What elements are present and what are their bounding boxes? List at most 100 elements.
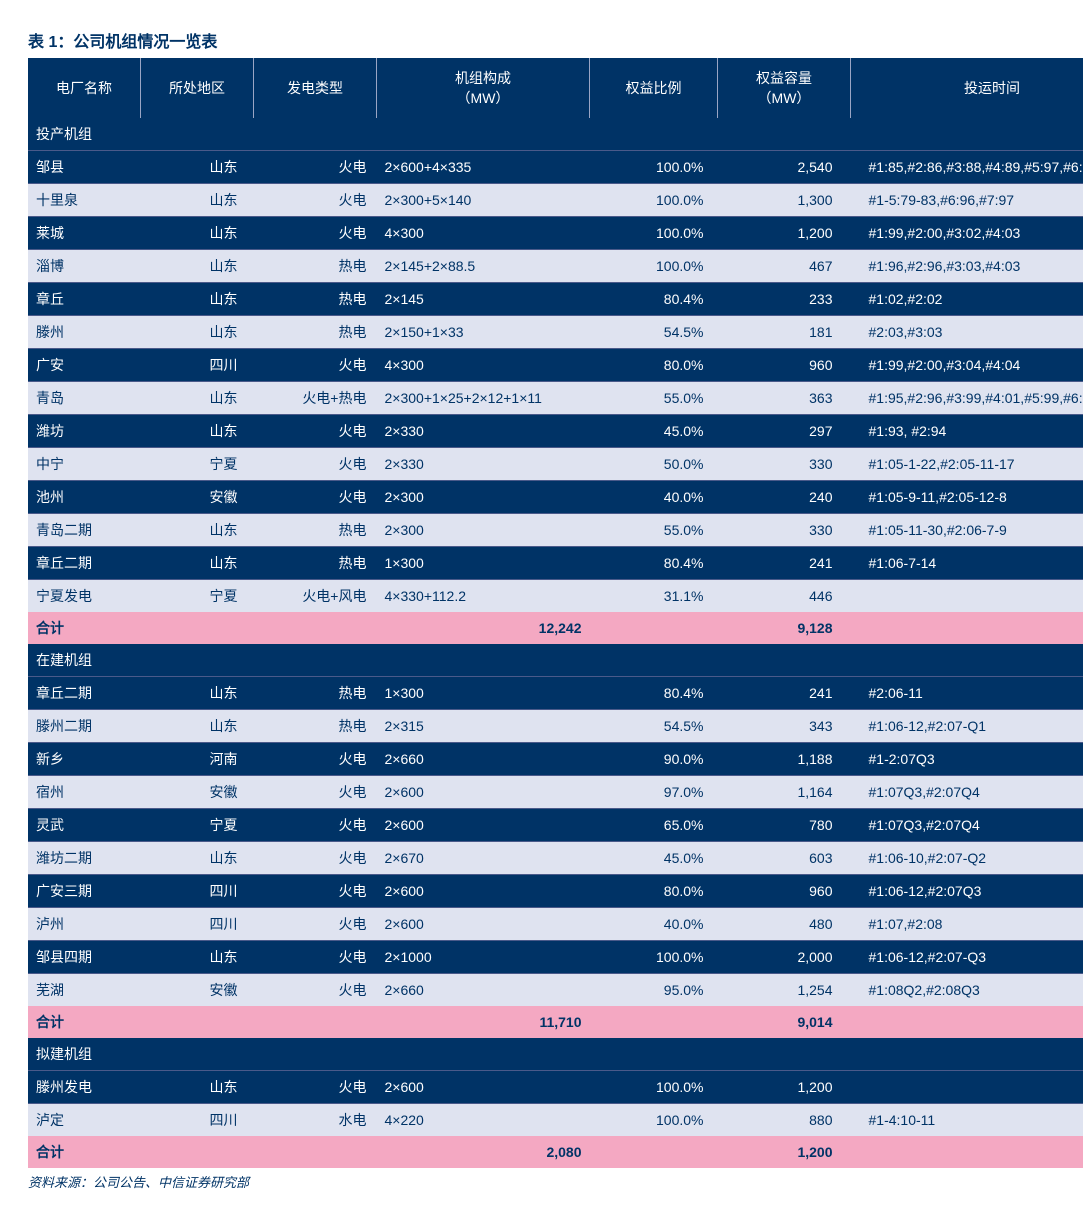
cell-name: 章丘二期: [28, 547, 141, 580]
cell-cap: 1,254: [718, 974, 851, 1007]
cell-cap: 297: [718, 415, 851, 448]
cell-region: 山东: [141, 1071, 254, 1104]
cell-cap: 446: [718, 580, 851, 613]
cell-ratio: 100.0%: [590, 151, 718, 184]
table-row: 莱城山东火电4×300100.0%1,200#1:99,#2:00,#3:02,…: [28, 217, 1083, 250]
cell-comp: 2×145: [377, 283, 590, 316]
cell-type: 水电: [254, 1104, 377, 1137]
table-row: 广安三期四川火电2×60080.0%960#1:06-12,#2:07Q3: [28, 875, 1083, 908]
subtotal-empty: [590, 1006, 718, 1038]
table-row: 滕州山东热电2×150+1×3354.5%181#2:03,#3:03: [28, 316, 1083, 349]
cell-time: #1:07Q3,#2:07Q4: [851, 776, 1083, 809]
cell-name: 池州: [28, 481, 141, 514]
table-row: 池州安徽火电2×30040.0%240#1:05-9-11,#2:05-12-8: [28, 481, 1083, 514]
cell-name: 滕州: [28, 316, 141, 349]
cell-ratio: 55.0%: [590, 514, 718, 547]
table-row: 芜湖安徽火电2×66095.0%1,254#1:08Q2,#2:08Q3: [28, 974, 1083, 1007]
col-header-comp: 机组构成（MW）: [377, 58, 590, 118]
section-title: 拟建机组: [28, 1038, 1083, 1071]
cell-region: 山东: [141, 415, 254, 448]
cell-type: 热电: [254, 316, 377, 349]
subtotal-comp: 2,080: [377, 1136, 590, 1168]
cell-name: 广安三期: [28, 875, 141, 908]
table-row: 十里泉山东火电2×300+5×140100.0%1,300#1-5:79-83,…: [28, 184, 1083, 217]
cell-cap: 467: [718, 250, 851, 283]
cell-type: 热电: [254, 677, 377, 710]
cell-comp: 2×150+1×33: [377, 316, 590, 349]
table-row: 潍坊二期山东火电2×67045.0%603#1:06-10,#2:07-Q2: [28, 842, 1083, 875]
subtotal-empty: [590, 1136, 718, 1168]
cell-time: #1:06-10,#2:07-Q2: [851, 842, 1083, 875]
cell-name: 邹县四期: [28, 941, 141, 974]
table-row: 宁夏发电宁夏火电+风电4×330+112.231.1%446: [28, 580, 1083, 613]
table-row: 滕州二期山东热电2×31554.5%343#1:06-12,#2:07-Q1: [28, 710, 1083, 743]
cell-region: 山东: [141, 941, 254, 974]
cell-time: #1:06-7-14: [851, 547, 1083, 580]
subtotal-label: 合计: [28, 612, 141, 644]
cell-ratio: 54.5%: [590, 710, 718, 743]
table-title: 表 1：公司机组情况一览表: [28, 28, 1055, 52]
cell-comp: 2×330: [377, 448, 590, 481]
cell-comp: 2×1000: [377, 941, 590, 974]
col-header-ratio: 权益比例: [590, 58, 718, 118]
cell-cap: 603: [718, 842, 851, 875]
cell-time: #1:06-12,#2:07-Q1: [851, 710, 1083, 743]
cell-ratio: 100.0%: [590, 1104, 718, 1137]
cell-ratio: 45.0%: [590, 415, 718, 448]
table-row: 章丘山东热电2×14580.4%233#1:02,#2:02: [28, 283, 1083, 316]
cell-ratio: 80.0%: [590, 349, 718, 382]
cell-time: #1-4:10-11: [851, 1104, 1083, 1137]
cell-region: 山东: [141, 677, 254, 710]
cell-comp: 2×660: [377, 743, 590, 776]
cell-ratio: 100.0%: [590, 184, 718, 217]
cell-region: 山东: [141, 283, 254, 316]
cell-region: 山东: [141, 547, 254, 580]
cell-ratio: 100.0%: [590, 217, 718, 250]
cell-name: 潍坊: [28, 415, 141, 448]
cell-name: 青岛二期: [28, 514, 141, 547]
cell-comp: 2×600: [377, 776, 590, 809]
cell-cap: 480: [718, 908, 851, 941]
cell-cap: 1,300: [718, 184, 851, 217]
cell-comp: 1×300: [377, 677, 590, 710]
cell-region: 山东: [141, 250, 254, 283]
cell-cap: 780: [718, 809, 851, 842]
subtotal-cap: 9,128: [718, 612, 851, 644]
cell-comp: 4×220: [377, 1104, 590, 1137]
section-title: 在建机组: [28, 644, 1083, 677]
cell-comp: 2×300: [377, 514, 590, 547]
cell-time: #1:95,#2:96,#3:99,#4:01,#5:99,#6:70: [851, 382, 1083, 415]
cell-type: 热电: [254, 710, 377, 743]
cell-time: #1-2:07Q3: [851, 743, 1083, 776]
cell-type: 火电: [254, 448, 377, 481]
cell-name: 十里泉: [28, 184, 141, 217]
cell-comp: 2×300+1×25+2×12+1×11: [377, 382, 590, 415]
table-row: 邹县四期山东火电2×1000100.0%2,000#1:06-12,#2:07-…: [28, 941, 1083, 974]
cell-region: 山东: [141, 217, 254, 250]
cell-cap: 1,200: [718, 217, 851, 250]
cell-name: 淄博: [28, 250, 141, 283]
subtotal-row: 合计12,2429,128: [28, 612, 1083, 644]
cell-type: 火电: [254, 481, 377, 514]
col-header-type: 发电类型: [254, 58, 377, 118]
cell-comp: 2×600+4×335: [377, 151, 590, 184]
table-row: 新乡河南火电2×66090.0%1,188#1-2:07Q3: [28, 743, 1083, 776]
cell-ratio: 100.0%: [590, 250, 718, 283]
cell-region: 宁夏: [141, 580, 254, 613]
col-header-cap: 权益容量（MW）: [718, 58, 851, 118]
cell-comp: 2×600: [377, 1071, 590, 1104]
section-title: 投产机组: [28, 118, 1083, 151]
section-header: 投产机组: [28, 118, 1083, 151]
cell-type: 火电: [254, 776, 377, 809]
cell-cap: 241: [718, 547, 851, 580]
cell-name: 芜湖: [28, 974, 141, 1007]
cell-ratio: 80.4%: [590, 283, 718, 316]
cell-type: 火电: [254, 349, 377, 382]
cell-name: 宿州: [28, 776, 141, 809]
cell-cap: 960: [718, 875, 851, 908]
cell-cap: 2,000: [718, 941, 851, 974]
cell-ratio: 40.0%: [590, 481, 718, 514]
cell-cap: 330: [718, 448, 851, 481]
cell-time: #1:02,#2:02: [851, 283, 1083, 316]
table-row: 青岛二期山东热电2×30055.0%330#1:05-11-30,#2:06-7…: [28, 514, 1083, 547]
